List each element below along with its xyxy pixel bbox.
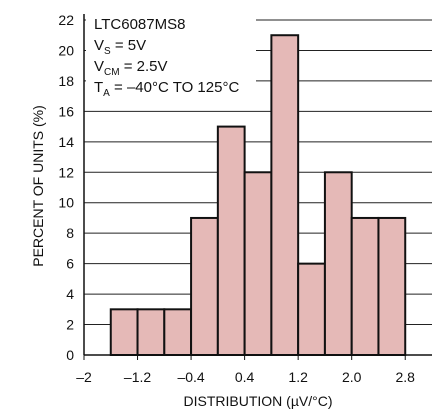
histogram-bar bbox=[350, 216, 380, 356]
y-axis-title: PERCENT OF UNITS (%) bbox=[30, 105, 46, 267]
histogram-bar bbox=[109, 308, 139, 356]
y-tick-label: 8 bbox=[66, 225, 74, 241]
x-tick-label: –0.4 bbox=[177, 369, 204, 385]
annotation-part-number: LTC6087MS8 bbox=[94, 16, 185, 33]
x-tick-label: –1.2 bbox=[124, 369, 151, 385]
y-tick-label: 20 bbox=[58, 42, 74, 58]
y-tick-label: 12 bbox=[58, 164, 74, 180]
histogram-bar bbox=[136, 308, 166, 356]
annotation-temperature-range: TA = –40°C TO 125°C bbox=[94, 79, 239, 99]
y-tick-label: 0 bbox=[66, 347, 74, 363]
histogram-bar bbox=[323, 171, 353, 356]
x-tick-label: 0.4 bbox=[235, 369, 255, 385]
histogram-bar bbox=[216, 125, 246, 356]
y-tick-label: 16 bbox=[58, 103, 74, 119]
x-tick-label: 2.8 bbox=[395, 369, 415, 385]
y-tick-label: 10 bbox=[58, 195, 74, 211]
annotation-backdrop bbox=[86, 14, 256, 94]
x-axis-title: DISTRIBUTION (µV/°C) bbox=[184, 393, 333, 409]
histogram-bar bbox=[377, 216, 407, 356]
histogram-bar bbox=[243, 171, 273, 356]
y-tick-labels: 0 2 4 6 8 10 12 14 16 18 20 22 bbox=[58, 12, 74, 363]
y-tick-label: 2 bbox=[66, 317, 74, 333]
annotation-supply-voltage: VS = 5V bbox=[94, 37, 146, 57]
y-tick-label: 4 bbox=[66, 286, 74, 302]
x-tick-label: –2 bbox=[76, 369, 92, 385]
x-tick-label: 1.2 bbox=[288, 369, 308, 385]
histogram-bar bbox=[190, 216, 219, 356]
y-tick-label: 6 bbox=[66, 256, 74, 272]
histogram-bar bbox=[163, 308, 193, 356]
y-tick-label: 14 bbox=[58, 134, 74, 150]
x-tick-labels: –2 –1.2 –0.4 0.4 1.2 2.0 2.8 bbox=[76, 369, 415, 385]
histogram-bar bbox=[270, 34, 300, 357]
x-tick-label: 2.0 bbox=[342, 369, 362, 385]
annotation-common-mode-voltage: VCM = 2.5V bbox=[94, 58, 168, 78]
histogram-bar bbox=[297, 262, 326, 356]
axes bbox=[83, 14, 432, 360]
y-tick-label: 18 bbox=[58, 73, 74, 89]
y-tick-label: 22 bbox=[58, 12, 74, 28]
histogram-bars bbox=[109, 34, 407, 357]
